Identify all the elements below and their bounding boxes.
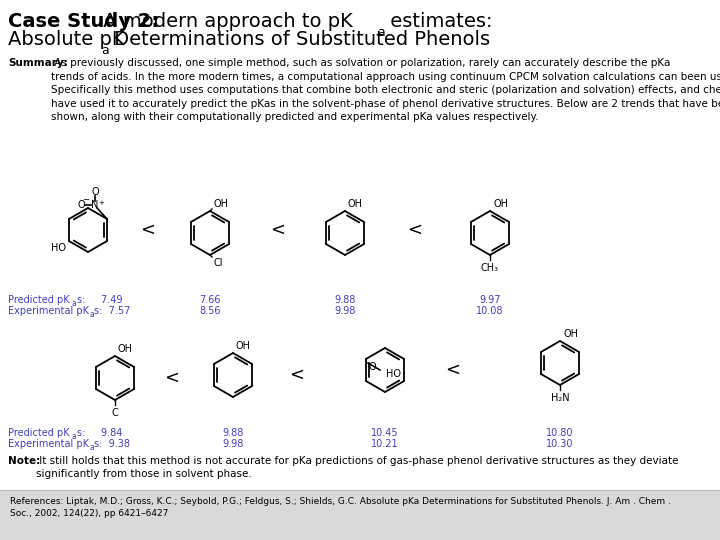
Text: s:     7.49: s: 7.49: [77, 295, 122, 305]
Text: Summary:: Summary:: [8, 58, 68, 68]
Text: Determinations of Substituted Phenols: Determinations of Substituted Phenols: [108, 30, 490, 49]
Text: <: <: [140, 221, 156, 239]
Text: Predicted pK: Predicted pK: [8, 295, 70, 305]
Text: 7.66: 7.66: [199, 295, 221, 305]
Text: 9.98: 9.98: [222, 439, 243, 449]
Text: 10.21: 10.21: [372, 439, 399, 449]
Text: 9.98: 9.98: [334, 306, 356, 316]
Text: C: C: [112, 408, 118, 418]
Text: OH: OH: [348, 199, 363, 209]
Text: 10.08: 10.08: [476, 306, 504, 316]
Text: OH: OH: [213, 199, 228, 209]
Text: 9.97: 9.97: [480, 295, 500, 305]
Text: References: Liptak, M.D.; Gross, K.C.; Seybold, P.G.; Feldgus, S.; Shields, G.C.: References: Liptak, M.D.; Gross, K.C.; S…: [10, 497, 671, 518]
Text: 9.88: 9.88: [222, 428, 243, 438]
Text: OH: OH: [118, 344, 133, 354]
Text: s:  7.57: s: 7.57: [94, 306, 130, 316]
Text: As previously discussed, one simple method, such as solvation or polarization, r: As previously discussed, one simple meth…: [51, 58, 720, 123]
Text: HO: HO: [386, 369, 401, 379]
Text: Note:: Note:: [8, 456, 40, 466]
Text: <: <: [271, 221, 286, 239]
Text: Experimental pK: Experimental pK: [8, 306, 89, 316]
Text: Case Study 2:: Case Study 2:: [8, 12, 159, 31]
Text: 10.45: 10.45: [372, 428, 399, 438]
Text: O: O: [77, 200, 85, 210]
Text: OH: OH: [493, 199, 508, 209]
Text: <: <: [446, 361, 461, 379]
Text: a: a: [72, 299, 77, 308]
Text: s:  9.38: s: 9.38: [94, 439, 130, 449]
Text: 9.88: 9.88: [334, 295, 356, 305]
Text: O: O: [369, 362, 377, 372]
FancyBboxPatch shape: [0, 490, 720, 540]
Text: N: N: [91, 200, 99, 210]
Text: A modern approach to pK: A modern approach to pK: [97, 12, 353, 31]
Text: Experimental pK: Experimental pK: [8, 439, 89, 449]
Text: HO: HO: [51, 243, 66, 253]
Text: O: O: [91, 187, 99, 197]
Text: a: a: [89, 310, 94, 319]
Text: Cl: Cl: [213, 258, 222, 268]
Text: a: a: [89, 443, 94, 452]
Text: It still holds that this method is not accurate for pKa predictions of gas-phase: It still holds that this method is not a…: [36, 456, 678, 479]
Text: Predicted pK: Predicted pK: [8, 428, 70, 438]
Text: <: <: [289, 366, 305, 384]
Text: a: a: [101, 44, 109, 57]
Text: <: <: [164, 369, 179, 387]
Text: a: a: [72, 432, 77, 441]
Text: 8.56: 8.56: [199, 306, 221, 316]
Text: estimates:: estimates:: [384, 12, 492, 31]
Text: −: −: [83, 195, 89, 205]
Text: 10.80: 10.80: [546, 428, 574, 438]
Text: a: a: [377, 26, 384, 39]
Text: s:     9.84: s: 9.84: [77, 428, 122, 438]
Text: 10.30: 10.30: [546, 439, 574, 449]
Text: Absolute pK: Absolute pK: [8, 30, 125, 49]
Text: OH: OH: [563, 329, 578, 339]
Text: +: +: [98, 200, 104, 206]
Text: CH₃: CH₃: [481, 263, 499, 273]
Text: OH: OH: [236, 341, 251, 351]
Text: <: <: [408, 221, 423, 239]
Text: H₂N: H₂N: [551, 393, 570, 403]
